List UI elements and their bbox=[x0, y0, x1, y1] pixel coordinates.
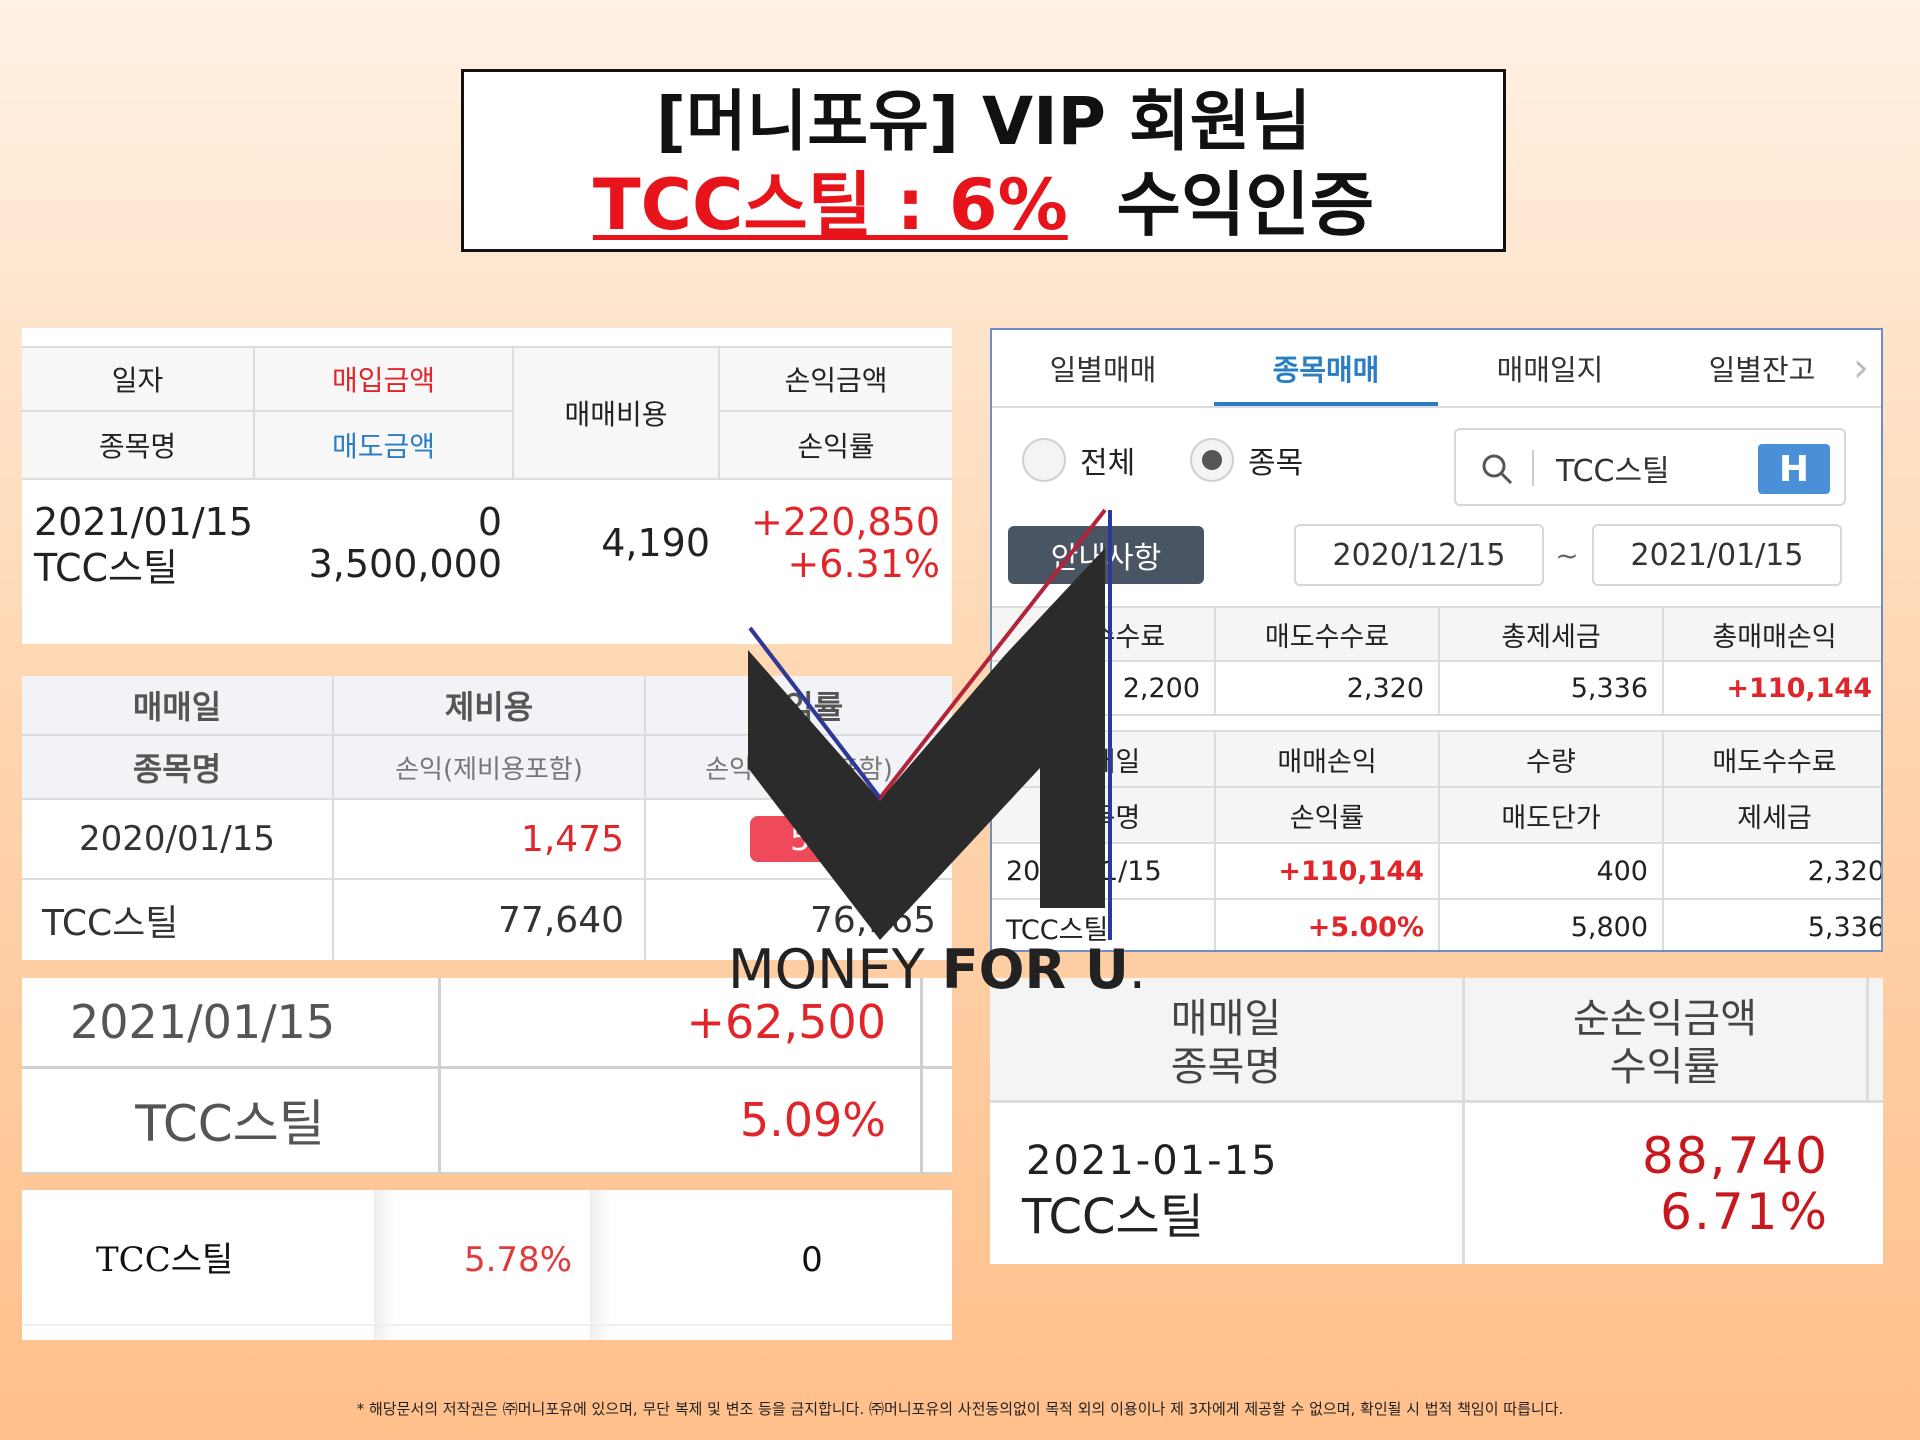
p6-row-rate: 6.71% bbox=[1660, 1183, 1829, 1241]
sum-h-total-pl: 총매매손익 bbox=[1712, 621, 1837, 653]
p6-h-date: 매매일 bbox=[1170, 996, 1282, 1042]
title-rest: 수익인증 bbox=[1116, 164, 1375, 246]
copyright-footer: * 해당문서의 저작권은 ㈜머니포유에 있으며, 무단 복제 및 변조 등을 금… bbox=[356, 1400, 1564, 1418]
p1-h-sell: 매도금액 bbox=[331, 430, 436, 463]
p1-h-pl: 손익금액 bbox=[784, 364, 888, 397]
d-h-price: 매도단가 bbox=[1501, 802, 1601, 834]
p1-row-fee: 4,190 bbox=[601, 521, 710, 565]
d-h-qty: 수량 bbox=[1526, 746, 1576, 778]
radio-stock[interactable] bbox=[1190, 438, 1234, 482]
p6-h-pl: 순손익금액 bbox=[1573, 996, 1757, 1042]
money-for-u-logo-text: MONEY FOR U. bbox=[728, 938, 1148, 1004]
p1-h-rate: 손익률 bbox=[797, 430, 875, 463]
tab-trade-journal[interactable]: 매매일지 bbox=[1496, 353, 1604, 387]
logo-text-light: MONEY bbox=[728, 938, 942, 1001]
p2-h-fee: 제비용 bbox=[444, 688, 534, 726]
p1-row-rate: +6.31% bbox=[787, 542, 940, 586]
sum-v-total-pl: +110,144 bbox=[1726, 672, 1872, 704]
p1-row-buy: 0 bbox=[477, 500, 502, 544]
radio-all-label: 전체 bbox=[1080, 446, 1136, 481]
d-h-sell-fee: 매도수수료 bbox=[1712, 746, 1837, 778]
d-r-name: TCC스틸 bbox=[1006, 914, 1109, 946]
date-to-input[interactable]: 2021/01/15 bbox=[1592, 524, 1842, 586]
p2-h-date: 매매일 bbox=[132, 688, 222, 726]
title-box: [머니포유] VIP 회원님 TCC스틸 : 6% 수익인증 bbox=[461, 69, 1506, 252]
p1-row-name: TCC스틸 bbox=[34, 545, 178, 590]
p1-row-pl: +220,850 bbox=[751, 500, 940, 544]
chevron-right-icon[interactable]: › bbox=[1853, 345, 1869, 391]
tab-daily-balance[interactable]: 일별잔고 bbox=[1708, 353, 1816, 387]
d-r-rate: +5.00% bbox=[1307, 911, 1424, 943]
p3-row-pl: +62,500 bbox=[686, 995, 887, 1049]
date-separator: ~ bbox=[1555, 538, 1579, 572]
tab-daily-trade[interactable]: 일별매매 bbox=[1049, 353, 1157, 387]
logo-text-dot: . bbox=[1128, 938, 1146, 1001]
title-line2: TCC스틸 : 6% 수익인증 bbox=[464, 162, 1503, 248]
money-for-u-logo-mark bbox=[748, 508, 1112, 940]
sum-h-tax: 총제세금 bbox=[1501, 621, 1601, 653]
p1-h-name: 종목명 bbox=[98, 430, 177, 463]
radio-stock-label: 종목 bbox=[1248, 446, 1304, 481]
sum-v-buy-fee: 2,200 bbox=[1122, 672, 1200, 704]
tab-stock-trade[interactable]: 종목매매 bbox=[1272, 353, 1380, 387]
p1-row-date: 2021/01/15 bbox=[34, 500, 254, 544]
d-r-tax: 5,336 bbox=[1807, 911, 1883, 943]
p2-row-date: 2020/01/15 bbox=[79, 819, 275, 859]
d-r-pl: +110,144 bbox=[1278, 855, 1424, 887]
sum-v-sell-fee: 2,320 bbox=[1346, 672, 1424, 704]
panel-net-profit: 매매일 종목명 순손익금액 수익률 2021-01-15 TCC스틸 88,74… bbox=[990, 978, 1883, 1264]
p6-h-name: 종목명 bbox=[1170, 1044, 1282, 1090]
search-input[interactable]: TCC스틸 bbox=[1556, 454, 1670, 489]
p1-h-fee: 매매비용 bbox=[564, 398, 668, 431]
p3-row-date: 2021/01/15 bbox=[70, 995, 336, 1049]
p2-row-fee: 1,475 bbox=[520, 818, 624, 860]
radio-all[interactable] bbox=[1022, 438, 1066, 482]
panel-app-stock-trades: 일별매매 종목매매 매매일지 일별잔고 › 전체 종목 TCC스틸 H 안내사항… bbox=[990, 328, 1883, 952]
d-r-price: 5,800 bbox=[1570, 911, 1648, 943]
logo-text-bold: FOR U bbox=[941, 938, 1129, 1001]
d-h-rate: 손익률 bbox=[1289, 802, 1365, 834]
title-line1: [머니포유] VIP 회원님 bbox=[655, 83, 1312, 160]
title-highlight: TCC스틸 : 6% bbox=[592, 164, 1068, 246]
p3-row-name: TCC스틸 bbox=[135, 1095, 325, 1153]
p4-rate: 5.78% bbox=[463, 1240, 572, 1280]
p4-value: 0 bbox=[801, 1240, 823, 1280]
p1-h-date: 일자 bbox=[111, 364, 164, 397]
active-tab-indicator bbox=[1214, 402, 1438, 406]
sum-v-tax: 5,336 bbox=[1570, 672, 1648, 704]
panel-trade-summary-1: 일자 매입금액 매매비용 손익금액 종목명 매도금액 손익률 2021/01/1… bbox=[22, 328, 952, 644]
p1-header-bg bbox=[22, 346, 952, 478]
p2-row-pl: 77,640 bbox=[498, 899, 624, 941]
p2-row-name: TCC스틸 bbox=[42, 903, 179, 944]
d-h-pl: 매매손익 bbox=[1277, 746, 1377, 778]
p1-row-sell: 3,500,000 bbox=[308, 542, 502, 586]
notice-button[interactable]: 안내사항 bbox=[1008, 526, 1204, 584]
date-from-input[interactable]: 2020/12/15 bbox=[1294, 524, 1544, 586]
p6-h-rate: 수익률 bbox=[1609, 1044, 1721, 1090]
p1-h-buy: 매입금액 bbox=[331, 364, 436, 397]
sum-h-sell-fee: 매도수수료 bbox=[1264, 621, 1390, 653]
p3-row-rate: 5.09% bbox=[739, 1093, 886, 1147]
p6-row-name: TCC스틸 bbox=[1022, 1189, 1204, 1245]
panel-trade-summary-3: 2021/01/15 +62,500 TCC스틸 5.09% bbox=[22, 978, 952, 1174]
p2-h-name: 종목명 bbox=[132, 750, 222, 788]
p6-row-date: 2021-01-15 bbox=[1026, 1138, 1279, 1184]
p6-row-pl: 88,740 bbox=[1642, 1127, 1829, 1185]
p2-h-pl: 손익(제비용포함) bbox=[395, 754, 583, 785]
search-box[interactable]: TCC스틸 H bbox=[1454, 428, 1846, 506]
hoga-button[interactable]: H bbox=[1758, 444, 1830, 494]
search-icon bbox=[1482, 454, 1513, 485]
p4-name: TCC스틸 bbox=[96, 1239, 234, 1280]
d-r-qty: 400 bbox=[1596, 855, 1648, 887]
d-r-sell-fee: 2,320 bbox=[1807, 855, 1883, 887]
d-h-tax: 제세금 bbox=[1737, 802, 1812, 834]
panel-trade-summary-4: TCC스틸 5.78% 0 bbox=[22, 1190, 952, 1340]
